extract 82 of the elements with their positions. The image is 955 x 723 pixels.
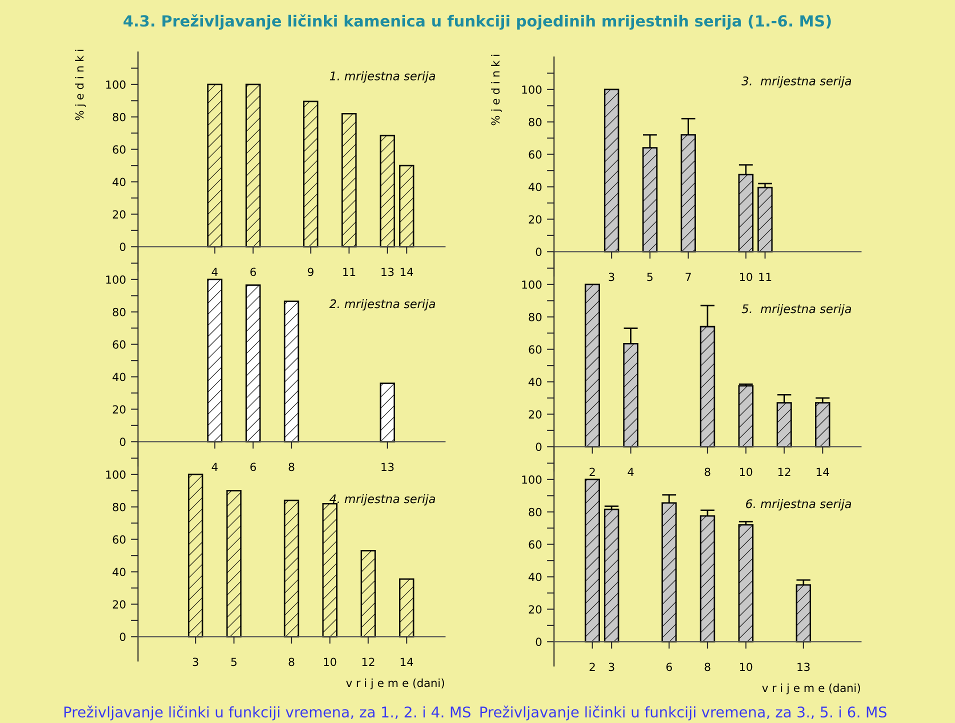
text: 4.3. Preživljavanje ličinki kamenica u funkciji pojedinih mrijestnih serija (1.-6. MS) <box>124 14 831 30</box>
text: Preživljavanje ličinki u funkciji vremena, za 1., 2. i 4. MS <box>64 706 470 720</box>
x-tick-label: 4 <box>212 268 218 276</box>
text: 2. mrijestna serija <box>329 299 436 311</box>
y-tick-label: 100 <box>522 280 542 289</box>
y-tick-label: 0 <box>120 632 126 642</box>
x-tick-label: 8 <box>288 462 294 472</box>
y-tick-label: 0 <box>120 242 126 252</box>
x-tick-label: 3 <box>608 272 614 282</box>
x-tick-label: 2 <box>590 468 595 476</box>
y-tick-label: 0 <box>536 442 542 452</box>
y-tick-label: 60 <box>112 535 126 544</box>
y-tick-label: 40 <box>112 178 126 186</box>
x-tick-label: 10 <box>324 658 336 666</box>
y-tick-label: 40 <box>112 372 126 382</box>
x-tick-label: 11 <box>759 272 772 281</box>
x-tick-label: 13 <box>382 268 394 276</box>
x-tick-label: 8 <box>288 658 294 666</box>
y-tick-label: 60 <box>528 540 542 549</box>
x-tick-label: 4 <box>628 468 634 476</box>
y-axis-title: % j e d i n k i <box>75 50 86 120</box>
x-tick-label: 13 <box>798 662 810 672</box>
y-tick-label: 0 <box>536 638 542 646</box>
text: 5. mrijestna serija <box>742 304 852 316</box>
text: 3. mrijestna serija <box>742 76 852 88</box>
text: 6. mrijestna serija <box>746 499 852 511</box>
x-tick-label: 3 <box>192 658 198 666</box>
x-tick-label: 6 <box>250 462 256 472</box>
y-tick-label: 20 <box>112 210 126 219</box>
x-tick-label: 12 <box>362 658 374 666</box>
y-tick-label: 60 <box>528 345 542 354</box>
y-tick-label: 100 <box>522 85 542 94</box>
x-tick-label: 5 <box>231 658 236 666</box>
text: Preživljavanje ličinki u funkciji vremena, za 3., 5. i 6. MS <box>480 706 886 720</box>
y-tick-label: 80 <box>528 508 542 516</box>
x-tick-label: 7 <box>686 272 691 281</box>
x-tick-label: 10 <box>740 468 752 476</box>
x-tick-label: 12 <box>778 468 790 476</box>
y-tick-label: 100 <box>522 475 542 484</box>
x-tick-label: 2 <box>590 662 595 671</box>
x-tick-label: 8 <box>704 662 710 672</box>
y-tick-label: 20 <box>528 215 542 224</box>
y-tick-label: 40 <box>528 182 542 192</box>
y-tick-label: 20 <box>112 600 126 609</box>
y-tick-label: 100 <box>106 470 126 479</box>
x-tick-label: 14 <box>400 658 414 666</box>
x-tick-label: 6 <box>666 662 672 672</box>
x-tick-label: 4 <box>212 462 218 471</box>
y-axis-title: % j e d i n k i <box>491 54 502 126</box>
x-tick-label: 3 <box>608 662 614 672</box>
text: 1. mrijestna serija <box>330 71 436 83</box>
y-tick-label: 80 <box>112 502 126 512</box>
x-tick-label: 14 <box>400 268 414 276</box>
x-tick-label: 13 <box>382 462 394 472</box>
x-tick-label: 5 <box>647 272 652 282</box>
text: 4. mrijestna serija <box>330 494 436 506</box>
y-tick-label: 20 <box>528 605 542 614</box>
y-tick-label: 60 <box>112 340 126 349</box>
y-tick-label: 60 <box>528 150 542 159</box>
y-tick-label: 0 <box>536 248 542 256</box>
y-tick-label: 80 <box>528 118 542 126</box>
x-tick-label: 9 <box>308 268 314 276</box>
y-tick-label: 40 <box>528 572 542 582</box>
y-tick-label: 0 <box>120 438 126 446</box>
y-tick-label: 40 <box>112 568 126 576</box>
x-tick-label: 10 <box>740 662 752 672</box>
y-tick-label: 60 <box>112 145 126 154</box>
y-tick-label: 20 <box>112 405 126 414</box>
x-tick-label: 11 <box>343 268 356 276</box>
x-tick-label: 10 <box>740 272 752 282</box>
y-tick-label: 100 <box>106 275 126 284</box>
x-axis-title: v r i j e m e (dani) <box>762 684 860 694</box>
y-tick-label: 100 <box>106 80 126 89</box>
x-tick-label: 6 <box>250 268 256 276</box>
y-tick-label: 20 <box>528 410 542 419</box>
x-axis-title: v r i j e m e (dani) <box>346 678 444 690</box>
y-tick-label: 80 <box>528 312 542 322</box>
x-tick-label: 14 <box>816 468 830 476</box>
y-tick-label: 40 <box>528 378 542 386</box>
y-tick-label: 80 <box>112 112 126 122</box>
x-tick-label: 8 <box>704 468 710 476</box>
y-tick-label: 80 <box>112 308 126 316</box>
